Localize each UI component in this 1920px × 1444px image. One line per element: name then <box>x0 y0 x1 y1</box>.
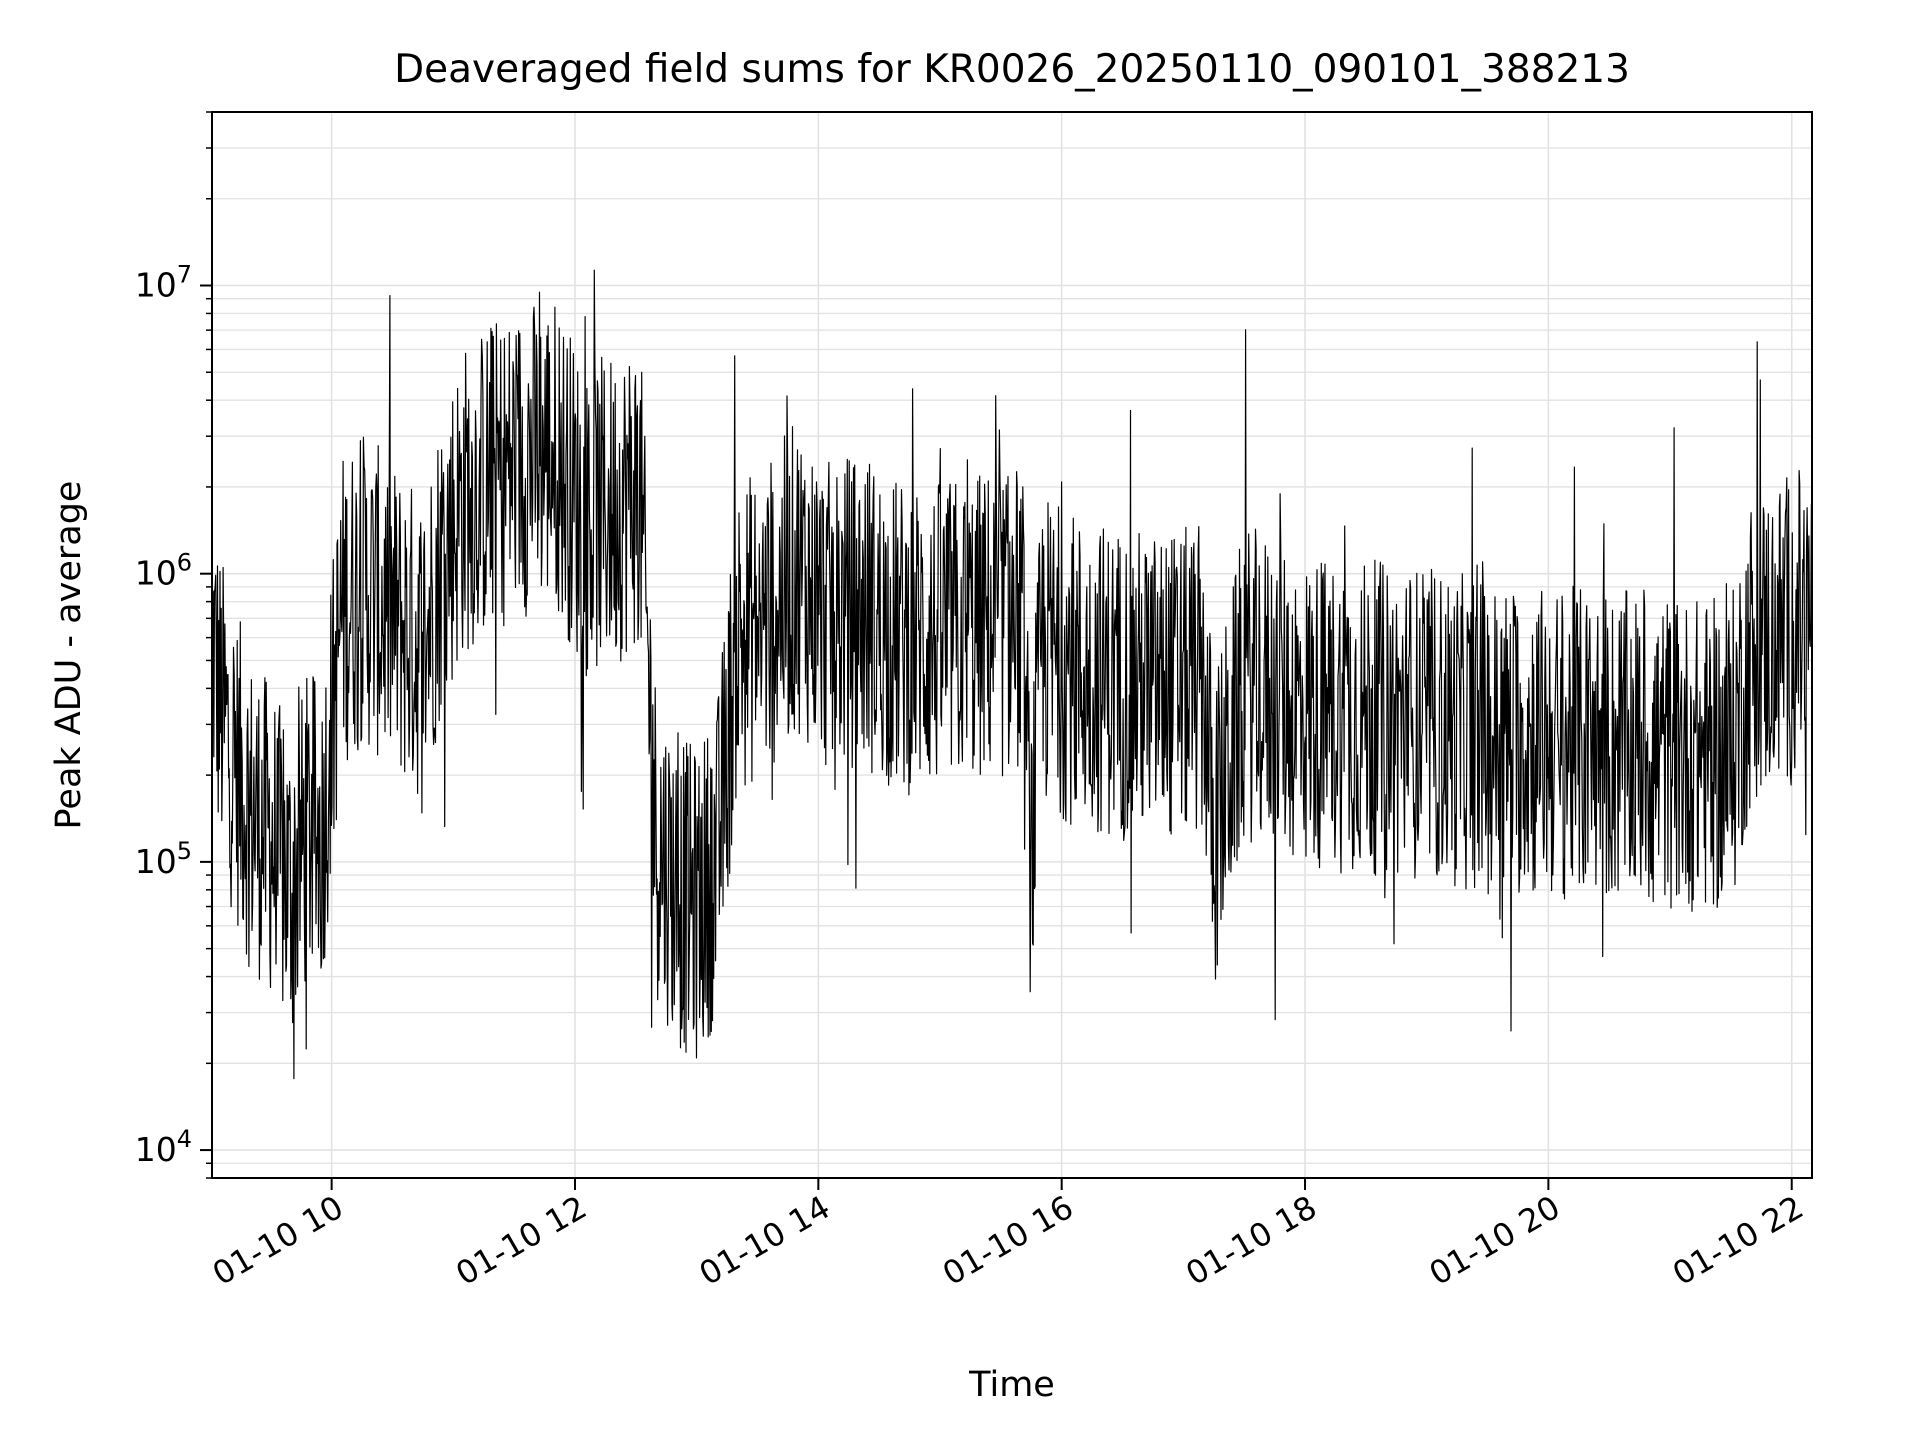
y-tick-label: 105 <box>135 837 192 881</box>
series-line <box>211 269 1813 1080</box>
x-axis-label: Time <box>968 1365 1055 1405</box>
y-tick-label: 107 <box>135 261 192 305</box>
y-tick-label: 106 <box>135 549 192 593</box>
y-axis-label: Peak ADU - average <box>49 481 89 830</box>
chart-title: Deaveraged field sums for KR0026_2025011… <box>394 47 1630 92</box>
plot-area <box>211 269 1813 1080</box>
grid <box>212 111 1812 1179</box>
axes-frame <box>211 111 1813 1179</box>
y-tick-label: 104 <box>135 1125 192 1169</box>
